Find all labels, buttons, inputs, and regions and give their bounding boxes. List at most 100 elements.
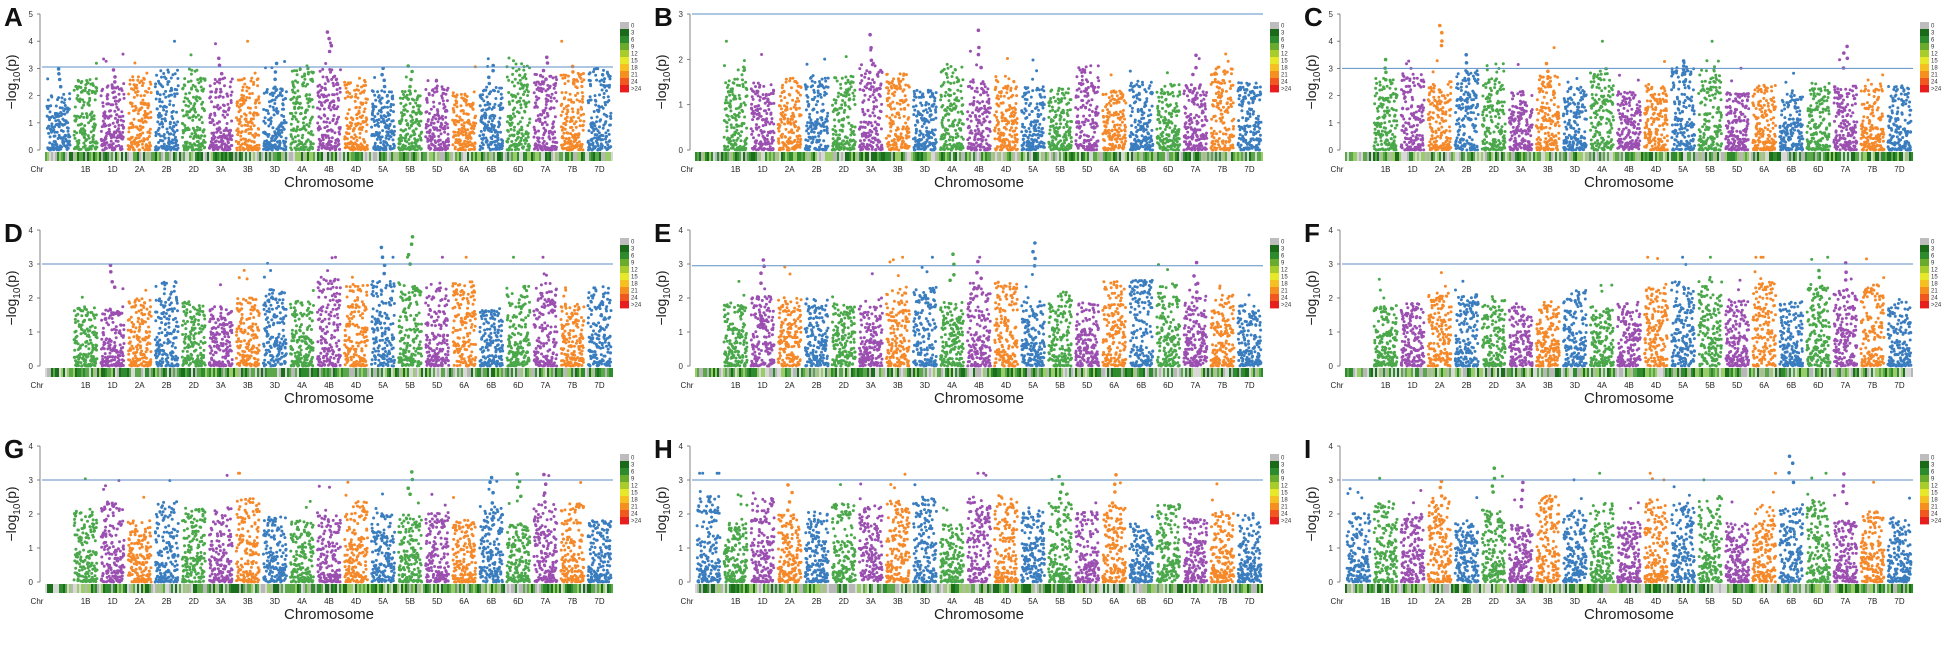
snp-point bbox=[391, 103, 395, 107]
snp-point bbox=[790, 86, 793, 90]
snp-point bbox=[74, 84, 78, 88]
snp-point bbox=[63, 98, 67, 102]
snp-point bbox=[835, 108, 839, 112]
snp-point bbox=[427, 93, 431, 97]
snp-point bbox=[526, 90, 530, 94]
density-tick bbox=[135, 152, 137, 161]
snp-point bbox=[728, 137, 732, 141]
snp-point bbox=[729, 123, 733, 127]
snp-point bbox=[899, 87, 903, 91]
snp-point bbox=[815, 123, 818, 127]
snp-point bbox=[164, 77, 168, 81]
snp-point bbox=[500, 96, 504, 100]
snp-point bbox=[606, 143, 610, 147]
snp-point bbox=[114, 95, 118, 99]
snp-point bbox=[907, 144, 911, 148]
snp-point bbox=[104, 137, 108, 141]
snp-point bbox=[767, 108, 771, 111]
snp-point bbox=[127, 111, 131, 115]
snp-point bbox=[224, 126, 228, 130]
snp-point bbox=[73, 105, 77, 109]
snp-point bbox=[189, 72, 193, 76]
snp-point bbox=[570, 119, 574, 123]
snp-point bbox=[565, 115, 569, 119]
snp-point bbox=[236, 127, 240, 131]
snp-point bbox=[294, 140, 297, 144]
snp-point bbox=[580, 85, 584, 89]
density-tick bbox=[371, 152, 373, 161]
density-tick bbox=[171, 152, 173, 161]
y-tick-label: 5 bbox=[29, 10, 34, 19]
snp-point bbox=[162, 92, 166, 96]
density-tick bbox=[49, 152, 51, 161]
snp-point bbox=[213, 82, 217, 85]
snp-point bbox=[88, 96, 92, 100]
snp-point bbox=[464, 131, 468, 135]
density-tick bbox=[383, 152, 385, 161]
snp-point bbox=[337, 142, 341, 146]
snp-point bbox=[338, 86, 342, 90]
snp-point bbox=[111, 121, 115, 125]
snp-point bbox=[276, 110, 280, 113]
snp-point bbox=[95, 145, 99, 149]
density-tick bbox=[239, 152, 241, 161]
snp-point bbox=[788, 136, 792, 140]
snp-point bbox=[354, 105, 358, 109]
snp-point bbox=[518, 99, 522, 103]
snp-point bbox=[865, 86, 869, 90]
snp-point bbox=[920, 103, 924, 107]
snp-point bbox=[303, 72, 307, 76]
snp-point bbox=[83, 89, 87, 93]
snp-point bbox=[306, 82, 309, 86]
snp-point bbox=[892, 94, 896, 97]
y-tick-label: 1 bbox=[679, 101, 684, 110]
snp-point bbox=[181, 86, 185, 90]
snp-point bbox=[481, 146, 485, 150]
snp-point bbox=[384, 147, 388, 151]
snp-point bbox=[896, 127, 900, 131]
density-tick bbox=[583, 152, 585, 161]
snp-point bbox=[300, 106, 304, 110]
snp-point bbox=[399, 101, 403, 105]
snp-point bbox=[310, 98, 314, 102]
density-tick bbox=[221, 152, 223, 161]
snp-point bbox=[756, 89, 760, 93]
snp-point bbox=[135, 136, 138, 140]
snp-point bbox=[818, 93, 822, 96]
snp-point bbox=[838, 133, 841, 137]
snp-point bbox=[140, 79, 144, 83]
snp-point bbox=[284, 145, 288, 149]
snp-point bbox=[526, 94, 530, 97]
snp-point bbox=[451, 143, 455, 147]
snp-point bbox=[155, 73, 159, 77]
snp-point bbox=[350, 121, 354, 125]
snp-point bbox=[825, 114, 829, 118]
snp-point bbox=[122, 96, 126, 100]
snp-point bbox=[447, 143, 451, 147]
snp-point bbox=[234, 139, 238, 143]
snp-point bbox=[852, 133, 856, 137]
snp-point bbox=[798, 145, 802, 149]
snp-point bbox=[872, 100, 876, 104]
snp-point bbox=[87, 121, 91, 125]
snp-point bbox=[764, 123, 768, 127]
snp-point bbox=[527, 100, 531, 104]
snp-point bbox=[101, 104, 105, 108]
snp-point bbox=[168, 103, 172, 106]
snp-point bbox=[858, 88, 862, 91]
snp-point bbox=[240, 88, 244, 92]
snp-point bbox=[459, 92, 463, 96]
snp-point bbox=[343, 96, 347, 100]
snp-point bbox=[221, 139, 225, 143]
snp-point bbox=[738, 134, 742, 138]
snp-point bbox=[554, 91, 558, 95]
snp-point bbox=[577, 116, 581, 120]
snp-point bbox=[403, 144, 407, 148]
snp-point bbox=[75, 131, 79, 135]
snp-point bbox=[321, 142, 325, 145]
density-tick bbox=[249, 152, 251, 161]
snp-point bbox=[158, 104, 162, 108]
snp-point bbox=[327, 128, 331, 132]
snp-point bbox=[555, 99, 559, 103]
snp-point bbox=[268, 104, 272, 108]
